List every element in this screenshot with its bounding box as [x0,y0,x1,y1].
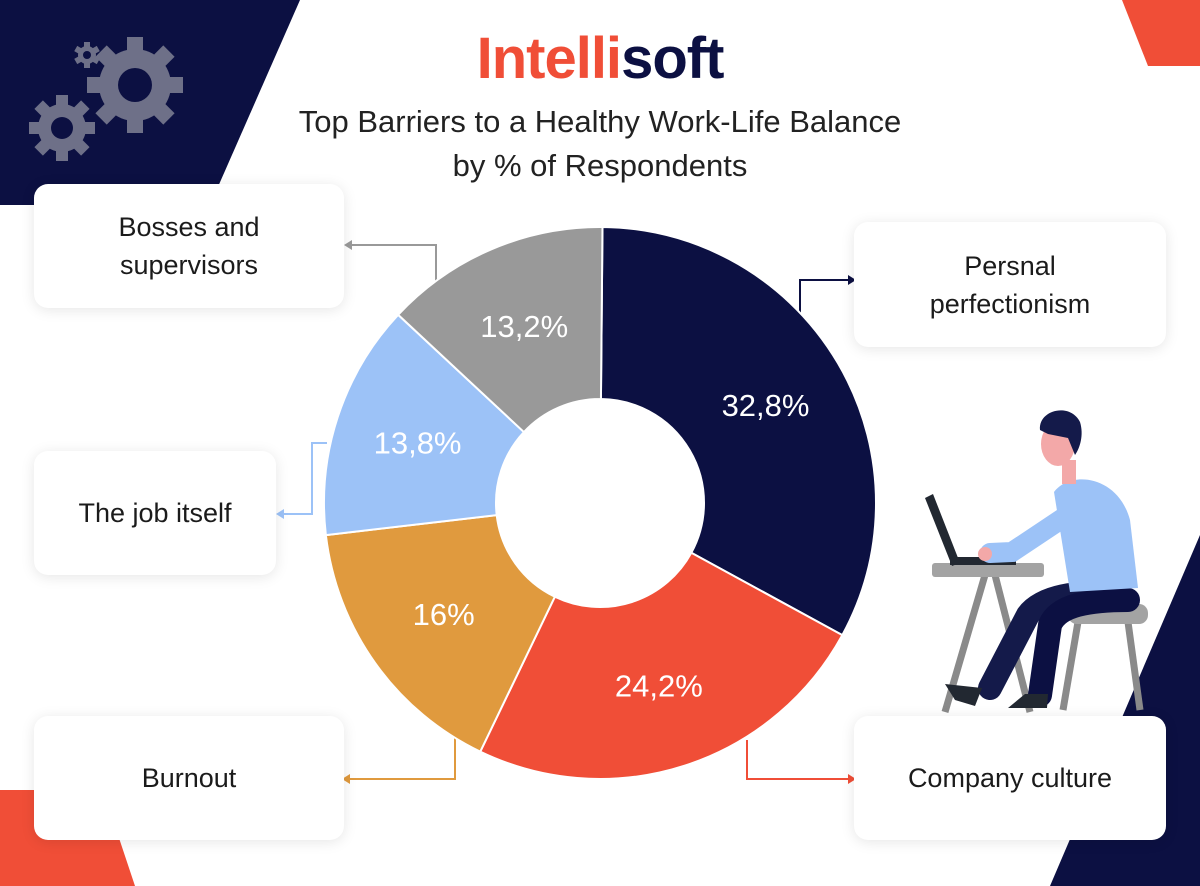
legend-label-line: Company culture [907,763,1113,793]
pointer-burnout [342,774,350,784]
legend-label-line: Persnal [964,250,1056,281]
chart-title-line-2: by % of Respondents [452,148,748,183]
pie-slice-the-job-itself [323,313,526,537]
chart-title-line-1: Top Barriers to a Healthy Work-Life Bala… [298,104,902,139]
brand-logo-part2: soft [621,26,724,91]
brand-logo: Intellisoft [0,26,1200,92]
legend-label-line: Burnout [141,763,237,793]
slice-value-label-the-job-itself: 13,8% [374,426,462,461]
gear-icon [74,42,100,68]
legend-card-persnal-perfectionism: Persnal perfectionism [854,222,1166,347]
slice-value-label-company-culture: 24,2% [615,668,703,703]
connector-company-culture [746,740,848,780]
legend-card-the-job-itself: The job itself [34,451,276,575]
pie-slice-burnout [324,513,557,754]
pointer-bosses-and-supervisors [344,240,352,250]
connector-bosses-and-supervisors [352,244,437,282]
legend-label-line: Bosses and [118,212,260,242]
pie-slice-bosses-and-supervisors [396,226,604,434]
slice-value-label-burnout: 16% [413,597,475,632]
pointer-the-job-itself [276,509,284,519]
connector-persnal-perfectionism [799,279,848,316]
legend-label-line: perfectionism [929,288,1091,319]
legend-card-company-culture: Company culture [854,716,1166,840]
pie-slice-company-culture [478,551,844,780]
red-corner-top-right [1122,0,1200,66]
legend-label-line: The job itself [78,498,232,528]
slice-value-label-bosses-and-supervisors: 13,2% [480,309,568,344]
legend-card-burnout: Burnout [34,716,344,840]
connector-the-job-itself [284,442,327,515]
chart-title: Top Barriers to a Healthy Work-Life Bala… [0,100,1200,188]
pointer-company-culture [848,774,856,784]
connector-burnout [350,733,456,780]
legend-card-bosses-and-supervisors: Bosses and supervisors [34,184,344,308]
legend-label-line: supervisors [119,250,259,280]
pie-slice-persnal-perfectionism [599,226,877,637]
slice-value-label-persnal-perfectionism: 32,8% [722,388,810,423]
brand-logo-part1: Intelli [476,26,622,91]
person-at-laptop-illustration [925,410,1148,713]
pointer-persnal-perfectionism [848,275,856,285]
